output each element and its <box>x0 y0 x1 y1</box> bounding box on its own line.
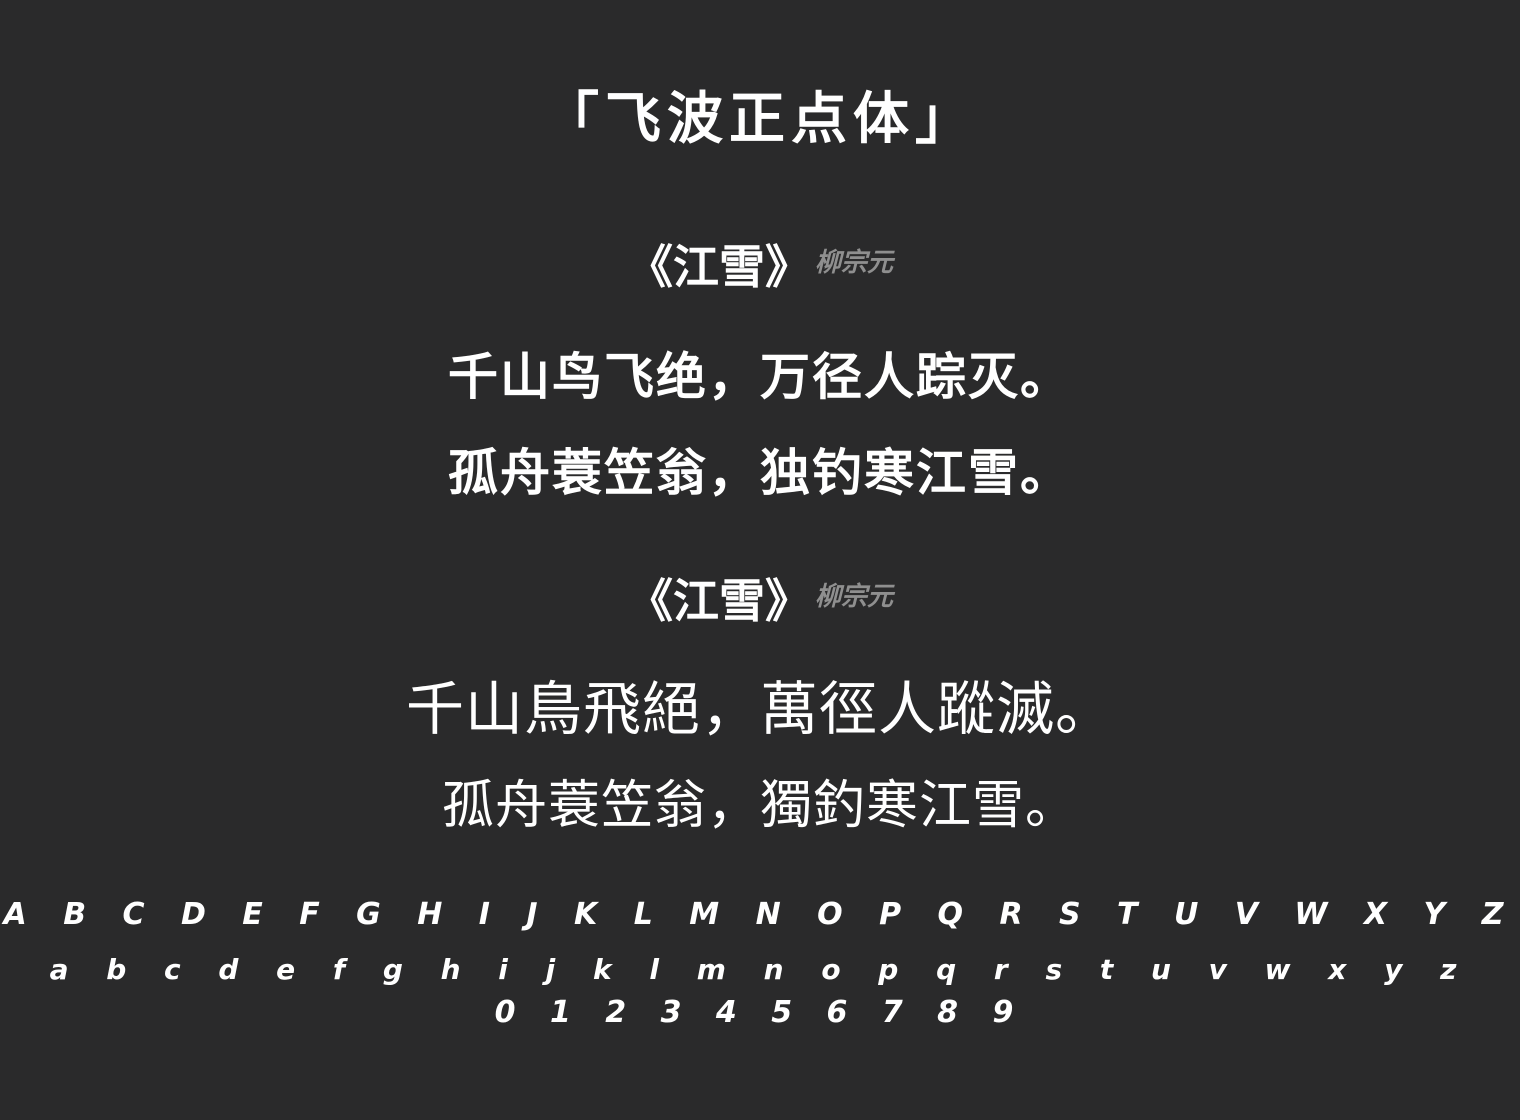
font-title: 「飞波正点体」 <box>543 87 977 152</box>
poem-line-2-simplified: 孤舟蓑笠翁，独钓寒江雪。 <box>448 444 1072 502</box>
poem-line-1-simplified: 千山鸟飞绝，万径人踪灭。 <box>448 348 1072 406</box>
poem-author: 柳宗元 <box>814 248 893 278</box>
poem-line-1-traditional: 千山鳥飛絕，萬徑人蹤滅。 <box>405 675 1114 743</box>
poem-heading-traditional: 《江雪》 柳宗元 <box>0 578 1520 624</box>
poem-title: 《江雪》 <box>626 240 811 294</box>
lowercase-alphabet: a b c d e f g h i j k l m n o p q r s t … <box>49 953 1471 986</box>
poem-title: 《江雪》 <box>626 574 811 628</box>
poem-heading-simplified: 《江雪》 柳宗元 <box>0 244 1520 290</box>
uppercase-alphabet: A B C D E F G H I J K L M N O P Q R S T … <box>3 897 1517 932</box>
digits: 0 1 2 3 4 5 6 7 8 9 <box>494 995 1026 1030</box>
poem-author: 柳宗元 <box>814 582 893 612</box>
poem-line-2-traditional: 孤舟蓑笠翁，獨釣寒江雪。 <box>441 776 1078 836</box>
